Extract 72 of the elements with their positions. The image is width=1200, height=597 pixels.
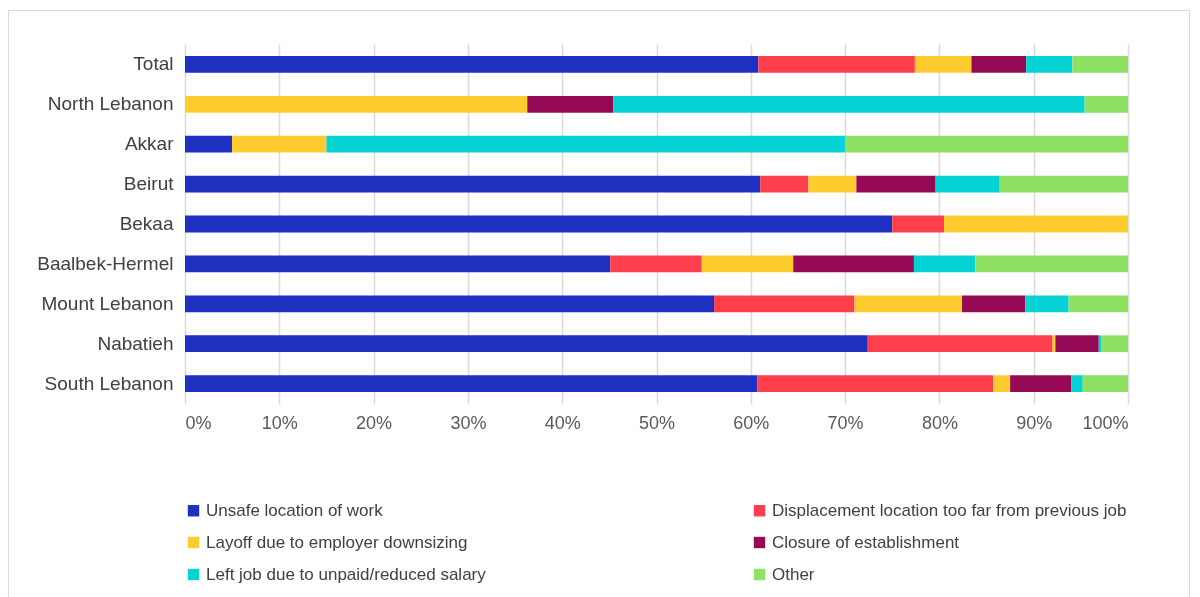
bar [527,95,614,113]
bar [793,255,914,273]
bar [975,255,1128,273]
bar [892,215,945,233]
legend-label: Layoff due to employer downsizing [206,532,468,552]
legend-label: Unsafe location of work [206,500,384,520]
bar [845,135,1128,153]
bar [1068,295,1128,313]
y-tick-label: Bekaa [119,213,174,234]
legend-label: Other [772,564,815,584]
bar [1071,375,1083,393]
y-tick-label: Nabatieh [97,332,174,354]
bar [808,175,857,193]
bar [914,55,972,73]
bar [993,375,1011,393]
bar [185,335,868,353]
y-tick-label: Beirut [123,173,175,195]
legend-label: Displacement location too far from previous job [772,500,1127,520]
bar [185,215,893,233]
bar [185,375,758,393]
bar [856,175,936,193]
bar [610,255,702,273]
y-tick-label: South Lebanon [44,372,174,394]
y-tick-label: Akkar [124,133,175,155]
bar [326,135,846,153]
legend-label: Left job due to unpaid/reduced salary [206,564,487,584]
legend-label: Closure of establishment [772,532,960,552]
x-tick-label: 80% [921,412,958,433]
bar [760,175,809,193]
bar [913,255,976,273]
bar [1055,335,1099,353]
bar [944,215,1128,233]
bar [757,375,994,393]
x-tick-label: 0% [185,412,212,433]
x-tick-label: 60% [733,412,770,433]
bar [1025,295,1069,313]
bar [701,255,794,273]
bar [758,55,915,73]
y-tick-label: North Lebanon [47,93,174,115]
bar [1082,375,1128,393]
x-tick-label: 20% [356,412,393,433]
x-tick-label: 90% [1016,412,1053,433]
y-tick-label: Mount Lebanon [41,292,174,314]
bar [854,295,963,313]
y-tick-label: Total [133,53,174,75]
bar [1072,55,1128,73]
bar [1098,335,1102,353]
bar [1084,95,1128,113]
x-tick-label: 10% [261,412,298,433]
bar [714,295,855,313]
x-tick-label: 30% [450,412,487,433]
bar [185,295,715,313]
x-tick-label: 100% [1082,412,1129,433]
bar [1101,335,1128,353]
bar [185,175,761,193]
x-tick-label: 70% [827,412,864,433]
bar [867,335,1053,353]
bar [1010,375,1072,393]
x-tick-label: 40% [544,412,581,433]
y-tick-label: Baalbek-Hermel [37,252,174,274]
bar [185,255,611,273]
bar [971,55,1027,73]
bar [1026,55,1073,73]
bar [185,55,759,73]
bar [185,135,233,153]
bar [962,295,1026,313]
bar [999,175,1128,193]
x-tick-label: 50% [638,412,676,433]
bar [613,95,1085,113]
bar [935,175,1000,193]
bar [185,95,528,113]
bar [232,135,327,153]
